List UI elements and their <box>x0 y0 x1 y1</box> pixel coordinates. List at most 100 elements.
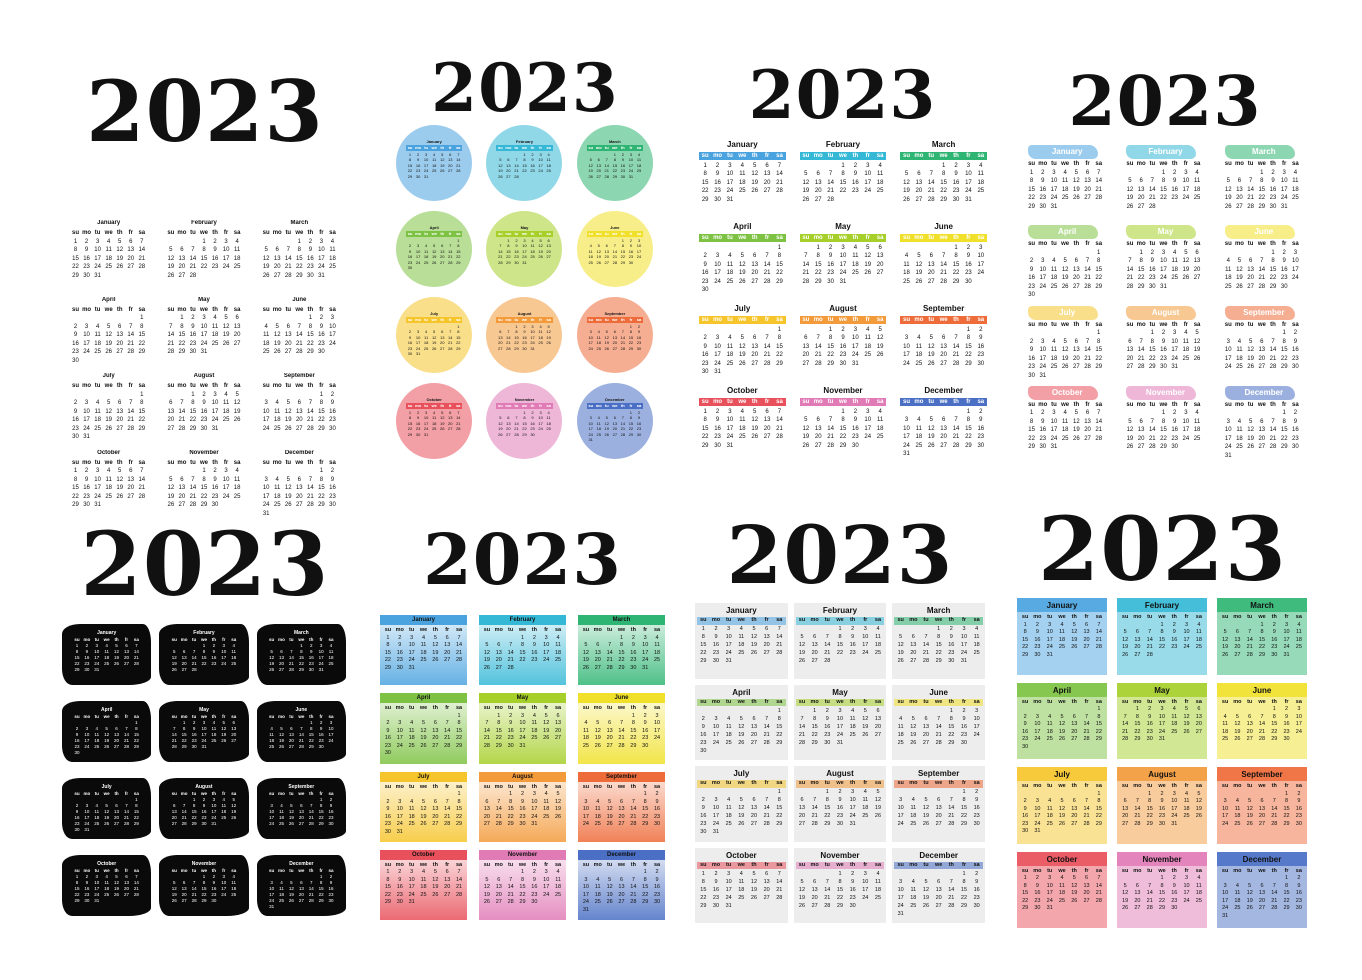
day-cell: 29 <box>514 345 519 351</box>
day-cell: 14 <box>618 727 625 734</box>
day-cell: 16 <box>952 179 960 186</box>
day-cell: 7 <box>290 649 293 654</box>
day-cell: 25 <box>1171 275 1179 282</box>
day-cell: 25 <box>279 821 285 826</box>
day-cell: 30 <box>1295 820 1302 827</box>
day-cell: 21 <box>1258 728 1266 735</box>
empty-day <box>187 468 198 474</box>
day-cell: 13 <box>506 162 511 168</box>
empty-day <box>165 392 176 398</box>
day-cell: 2 <box>75 726 79 731</box>
day-cell: 22 <box>506 254 511 259</box>
weekday-header: th <box>114 791 119 796</box>
month-day-grid: su mo tu we th fr sa 1 2 3 4 5 6 7 8 9 10 11 12 13 14 15 16 17 1… <box>697 861 786 910</box>
day-cell: 2 <box>715 162 720 169</box>
day-cell: 25 <box>1058 644 1066 650</box>
day-cell: 15 <box>1280 347 1288 353</box>
weekday-header: we <box>104 306 113 313</box>
day-cell: 19 <box>750 642 758 648</box>
day-cell: 23 <box>211 661 217 666</box>
weekday-header: sa <box>231 637 237 642</box>
day-cell: 26 <box>1247 364 1254 370</box>
day-cell: 13 <box>444 876 451 883</box>
weekday-header: su <box>171 791 177 796</box>
day-cell: 2 <box>1297 790 1301 797</box>
day-cell: 1 <box>1029 169 1034 176</box>
day-cell: 24 <box>977 270 985 276</box>
weekday-header: mo <box>395 627 404 633</box>
day-cell: 6 <box>752 715 756 722</box>
weekday-header: we <box>833 617 847 625</box>
day-cell: 21 <box>814 352 822 358</box>
day-cell: 29 <box>407 431 413 437</box>
day-cell: 24 <box>543 657 550 663</box>
month-january: January su mo tu we th fr sa 1 2 3 4 5 6 7 8 9 10 11 12 13 14… <box>380 615 467 686</box>
day-cell: 21 <box>922 650 930 656</box>
day-cell: 2 <box>1161 330 1166 336</box>
weekday-header: sa <box>544 145 553 151</box>
day-cell: 6 <box>1197 706 1201 712</box>
weekday-header: we <box>736 152 749 160</box>
day-cell: 2 <box>330 468 335 474</box>
day-cell: 16 <box>522 334 527 340</box>
empty-day <box>481 714 493 720</box>
day-cell: 5 <box>433 329 436 334</box>
month-day-grid: su mo tu we th fr sa 1 2 3 4 5 6 7 8 9 10 11 12 13 14 15 16 17 1… <box>1026 241 1104 298</box>
day-cell: 10 <box>318 247 325 253</box>
day-cell: 22 <box>965 352 972 358</box>
day-cell: 1 <box>319 391 324 398</box>
day-cell: 21 <box>1247 195 1254 201</box>
day-cell: 17 <box>83 417 90 423</box>
day-cell: 22 <box>1134 728 1141 735</box>
months-grid: January su mo tu we th fr sa 1 2 3 4 5 6 7 8 9 10 11 12 13 14… <box>695 603 985 923</box>
weekday-header: fr <box>536 231 545 237</box>
day-cell: 11 <box>555 642 561 648</box>
day-cell: 1 <box>777 326 782 333</box>
day-cell: 24 <box>262 425 270 432</box>
weekday-header: sa <box>231 868 237 873</box>
month-day-grid: su mo tu we th fr sa 1 2 3 4 5 6 7 8 9 10 11 12 13 14 15 16 17 1… <box>799 234 887 285</box>
empty-day <box>496 239 504 243</box>
day-cell: 2 <box>398 634 402 641</box>
month-march: March su mo tu we th fr sa 1 2 3 4 5 6 7 8 9 10 11 12 13 14 15… <box>898 140 989 214</box>
day-cell: 27 <box>612 431 618 437</box>
day-cell: 16 <box>628 248 634 254</box>
month-august: August su mo tu we th fr sa 1 2 3 4 5 6 7 8 9 10 11 12 13 14 1… <box>479 771 566 842</box>
month-name: March <box>931 140 956 149</box>
day-cell: 8 <box>828 335 833 341</box>
day-cell: 11 <box>211 726 217 731</box>
weekday-header: we <box>1258 867 1266 874</box>
day-cell: 4 <box>1060 621 1064 628</box>
weekday-header: fr <box>223 306 229 313</box>
day-cell: 6 <box>180 476 184 483</box>
day-cell: 9 <box>714 878 718 885</box>
month-header-bar <box>380 693 467 704</box>
day-cell: 21 <box>133 886 139 891</box>
weekday-header: sa <box>454 403 463 409</box>
month-october: October su mo tu we th fr sa 1 2 3 4 5 6 7 8 9 10 11 12 13 14… <box>68 450 149 521</box>
day-cell: 18 <box>1234 897 1241 904</box>
month-may: May su mo tu we th fr sa 1 2 3 4 5 6 7 8 9 10 11 12 13 14 15 16… <box>159 697 249 766</box>
empty-day <box>722 709 735 715</box>
day-cell: 27 <box>935 902 942 909</box>
weekday-header: we <box>1158 783 1166 789</box>
day-cell: 28 <box>1122 736 1129 742</box>
day-cell: 2 <box>509 712 513 719</box>
weekday-header: mo <box>906 698 920 706</box>
day-cell: 10 <box>862 878 869 885</box>
weekday-header: sa <box>1095 698 1102 705</box>
month-name: December <box>284 449 314 456</box>
day-cell: 7 <box>1139 338 1143 345</box>
month-day-grid: su mo tu we th fr sa 1 2 3 4 5 6 7 8 9 10 11 12 13 14 15 16 17 1… <box>699 398 786 449</box>
day-cell: 8 <box>191 400 195 406</box>
day-cell: 16 <box>384 735 391 742</box>
day-cell: 4 <box>547 409 550 415</box>
gray-box-background <box>793 766 887 842</box>
weekday-header: su <box>799 398 813 406</box>
day-cell: 23 <box>642 735 649 742</box>
weekday-header: fr <box>128 459 133 466</box>
day-cell: 10 <box>654 720 661 727</box>
day-cell: 15 <box>522 162 527 168</box>
day-cell: 14 <box>123 732 129 737</box>
weekday-header: sa <box>328 714 334 719</box>
